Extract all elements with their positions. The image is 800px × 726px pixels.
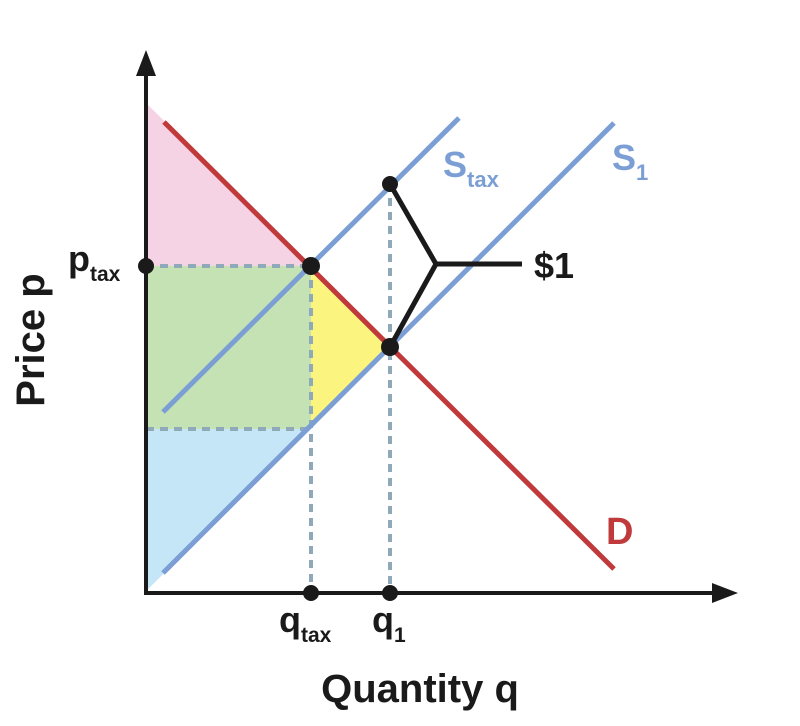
- demand-label: D: [606, 511, 633, 553]
- p-tax-label: ptax: [68, 238, 121, 286]
- equilibrium-point: [381, 338, 399, 356]
- supply-tax-at-q1-point: [382, 176, 398, 192]
- y-axis-arrow-icon: [136, 50, 156, 76]
- points: [138, 176, 399, 601]
- deadweight-loss-region: [311, 266, 390, 429]
- q1-label: q1: [372, 599, 406, 647]
- p-tax-point: [138, 258, 154, 274]
- q1-point: [382, 585, 398, 601]
- y-axis-title: Price p: [9, 273, 53, 406]
- x-axis-title: Quantity q: [321, 667, 519, 711]
- q-tax-point: [303, 585, 319, 601]
- guide-lines: [146, 184, 392, 591]
- axes: [136, 50, 738, 603]
- supply-1-label: S1: [612, 137, 648, 185]
- tax-equilibrium-point: [302, 257, 320, 275]
- q-tax-label: qtax: [279, 599, 332, 647]
- x-axis-arrow-icon: [712, 583, 738, 603]
- tax-amount-label: $1: [534, 245, 574, 286]
- supply-tax-label: Stax: [443, 144, 500, 192]
- tax-bracket: [387, 182, 522, 349]
